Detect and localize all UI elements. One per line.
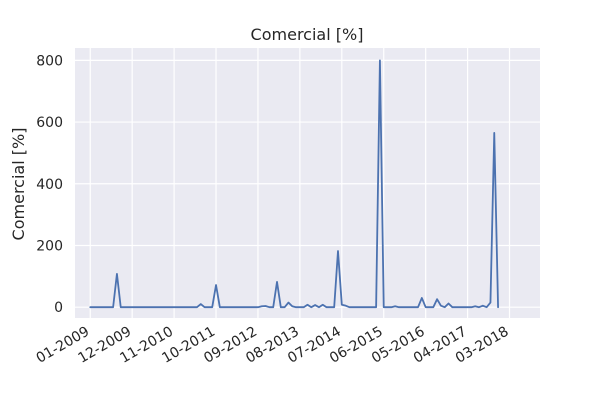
y-tick-label: 0 (54, 300, 63, 316)
plot-area (75, 48, 540, 318)
x-tick-labels: 01-200912-200911-201010-201109-201208-20… (34, 324, 512, 367)
y-tick-label: 800 (36, 53, 63, 69)
chart-title: Comercial [%] (251, 25, 364, 44)
y-tick-labels: 0 200 400 600 800 (36, 53, 63, 316)
y-tick-label: 200 (36, 238, 63, 254)
y-tick-label: 400 (36, 177, 63, 193)
y-tick-label: 600 (36, 115, 63, 131)
series-group (89, 59, 499, 309)
y-axis-label: Comercial [%] (9, 128, 28, 241)
series-line (89, 59, 499, 309)
